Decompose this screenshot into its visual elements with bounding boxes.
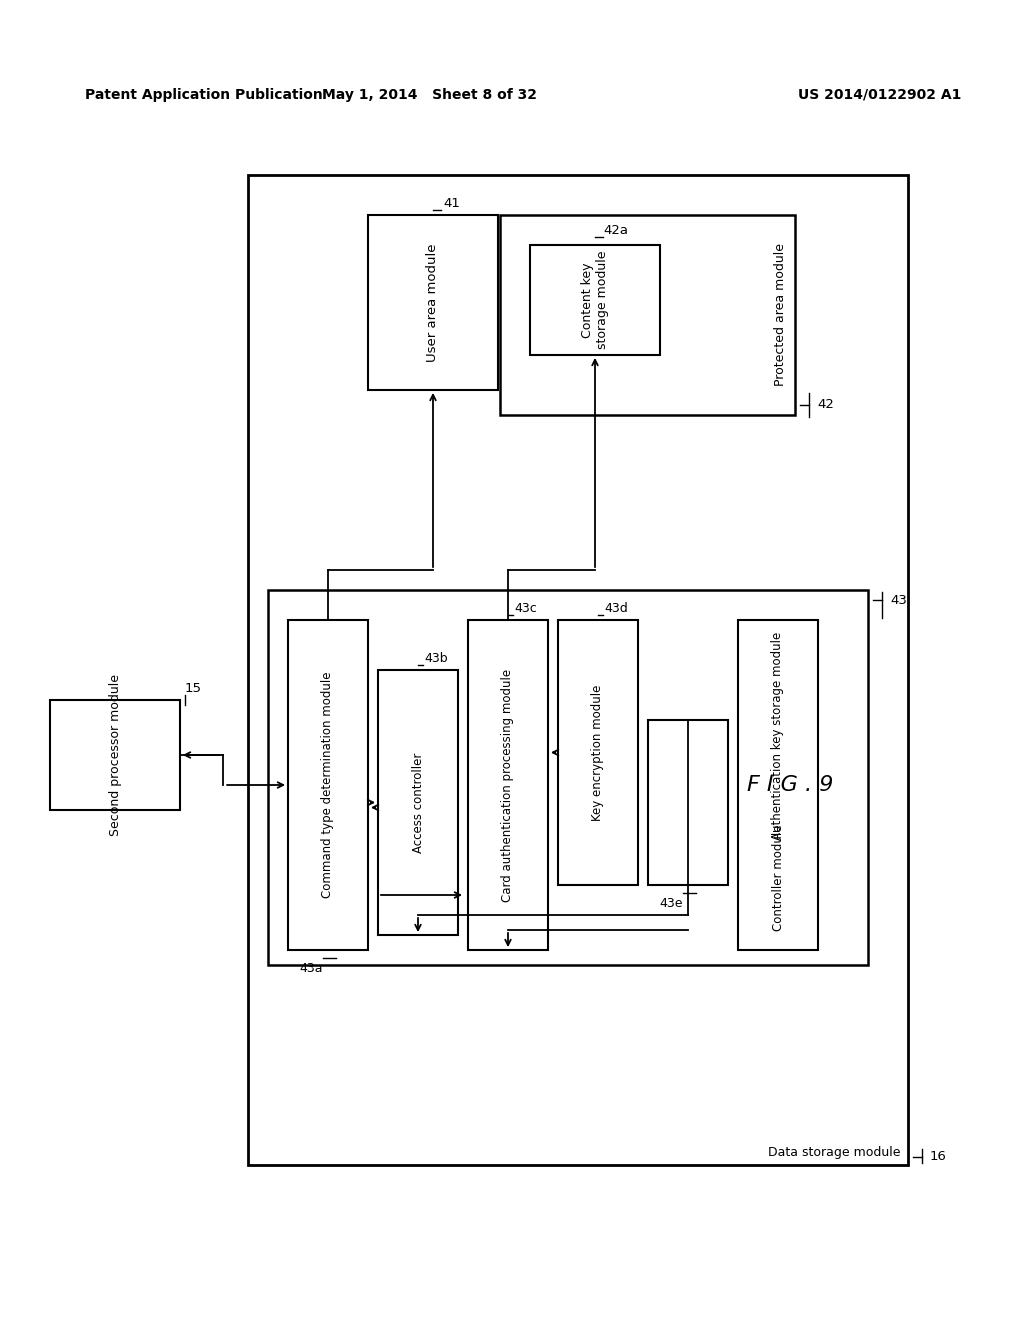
Text: Second processor module: Second processor module [109, 675, 122, 836]
Bar [530, 246, 660, 355]
Text: US 2014/0122902 A1: US 2014/0122902 A1 [799, 88, 962, 102]
Text: 43a: 43a [299, 962, 323, 975]
Bar [288, 620, 368, 950]
Text: 43b: 43b [424, 652, 447, 665]
Text: User area module: User area module [427, 243, 439, 362]
Text: Command type determination module: Command type determination module [322, 672, 335, 898]
Text: Controller module: Controller module [771, 824, 784, 931]
Text: 42: 42 [817, 399, 834, 412]
Bar [738, 620, 818, 950]
Bar [248, 176, 908, 1166]
Text: 42a: 42a [603, 224, 628, 238]
Text: 15: 15 [185, 682, 202, 696]
Bar [268, 590, 868, 965]
Bar [378, 671, 458, 935]
Text: May 1, 2014   Sheet 8 of 32: May 1, 2014 Sheet 8 of 32 [323, 88, 538, 102]
Text: 16: 16 [930, 1151, 947, 1163]
Text: F I G . 9: F I G . 9 [746, 775, 834, 795]
Bar [468, 620, 548, 950]
Text: 41: 41 [443, 197, 460, 210]
Bar [500, 215, 795, 414]
Bar [368, 215, 498, 389]
Text: 43e: 43e [659, 898, 683, 909]
Text: Authentication key storage module: Authentication key storage module [771, 631, 784, 840]
Text: Content key
storage module: Content key storage module [581, 251, 609, 350]
Bar [50, 700, 180, 810]
Bar [648, 719, 728, 884]
Text: Key encryption module: Key encryption module [592, 684, 604, 821]
Text: Data storage module: Data storage module [768, 1146, 900, 1159]
Text: Patent Application Publication: Patent Application Publication [85, 88, 323, 102]
Text: 43: 43 [890, 594, 907, 606]
Text: Access controller: Access controller [412, 752, 425, 853]
Bar [558, 620, 638, 884]
Text: Card authentication processing module: Card authentication processing module [502, 668, 514, 902]
Text: 43d: 43d [604, 602, 628, 615]
Text: Protected area module: Protected area module [773, 243, 786, 387]
Text: 43c: 43c [514, 602, 537, 615]
